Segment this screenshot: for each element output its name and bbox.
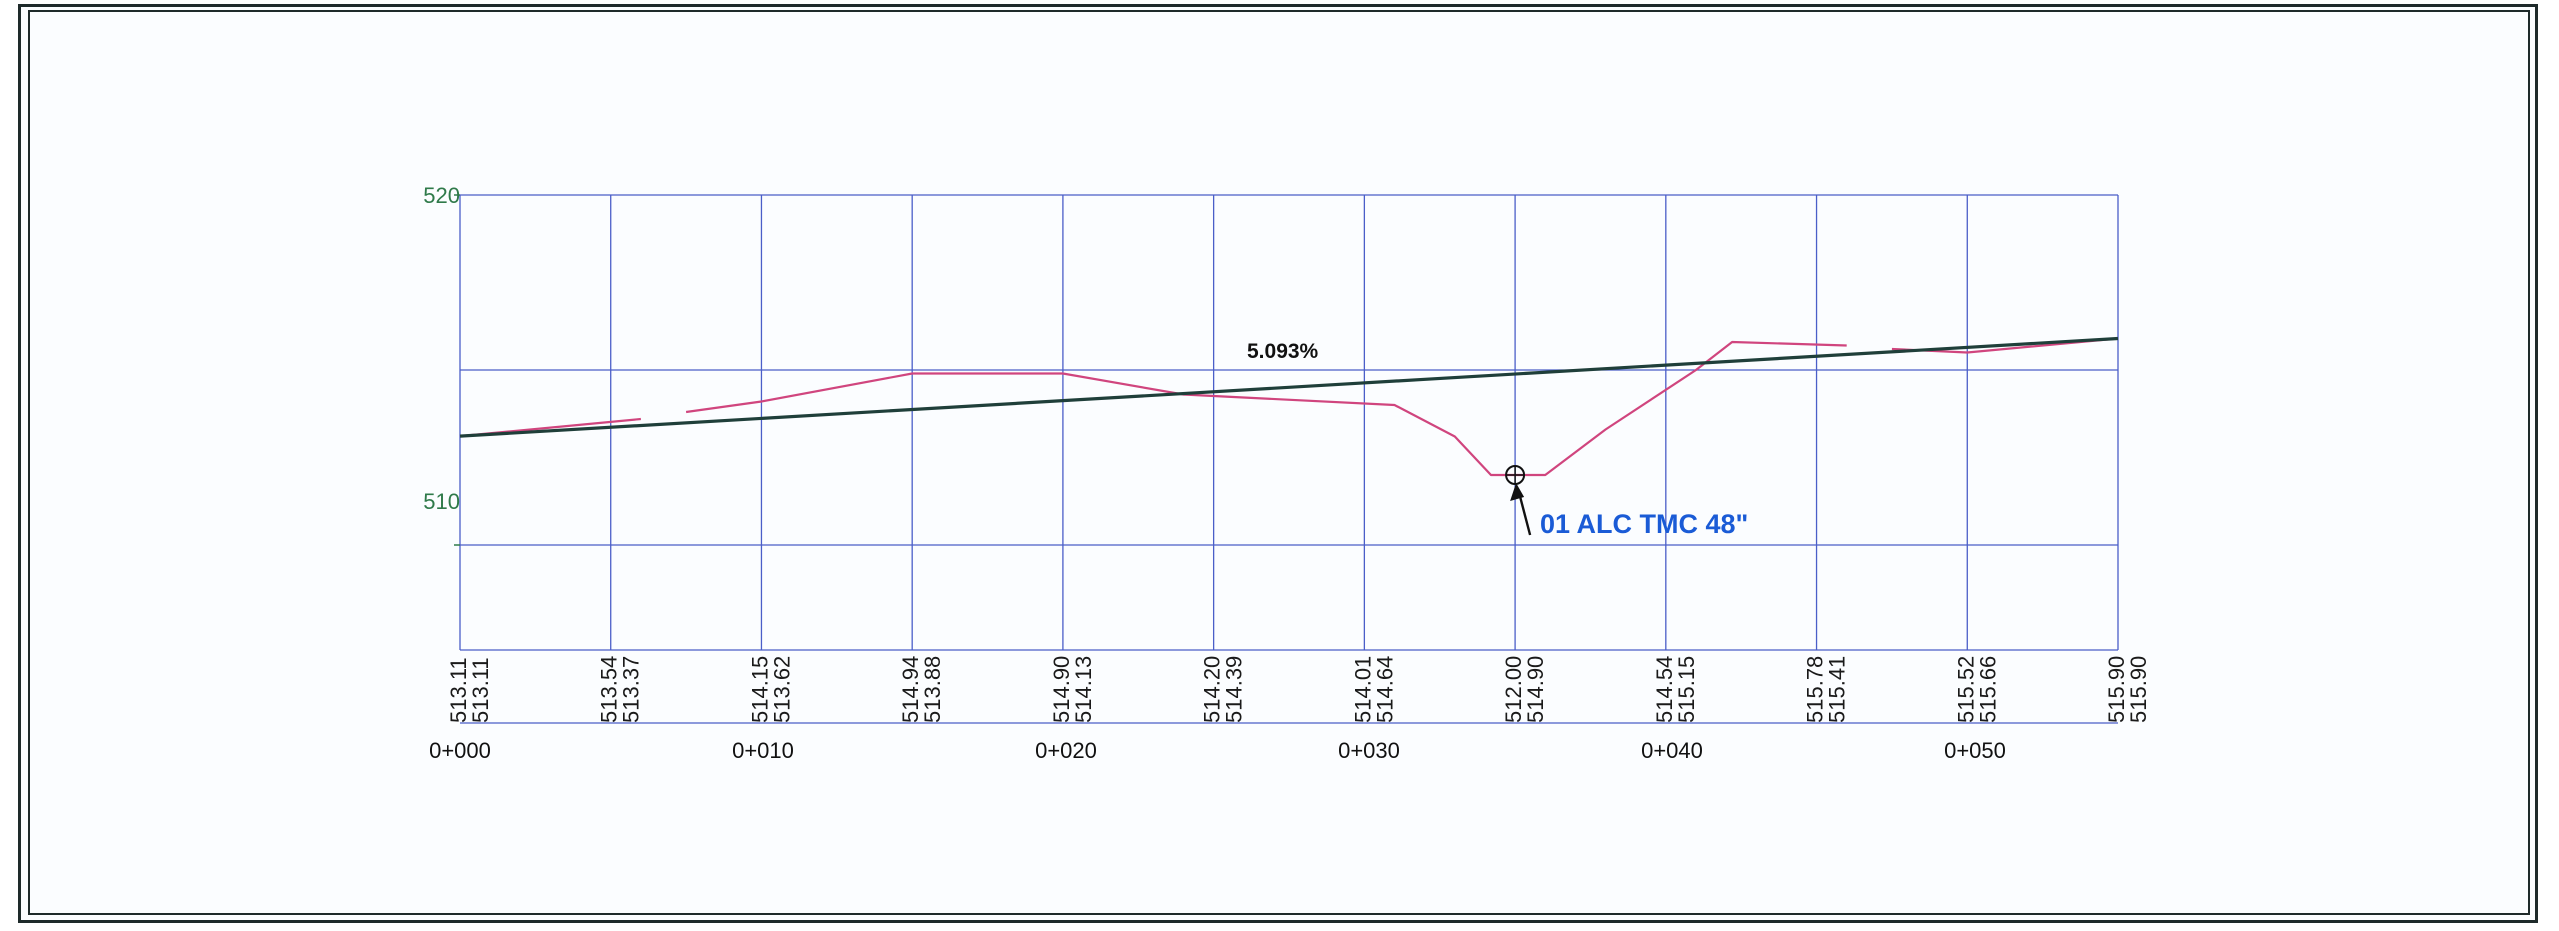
grid	[454, 194, 2119, 724]
table-cell-50-design: 515.66	[1975, 656, 2000, 723]
table-cell-50-existing: 515.52	[1953, 656, 1978, 723]
drawing-frame-inner	[28, 10, 2530, 915]
table-cell-30-design: 514.64	[1372, 656, 1397, 723]
table-cell-20-design: 514.13	[1071, 656, 1096, 723]
table-cell-35-existing: 512.00	[1501, 656, 1526, 723]
table-cell-25-design: 514.39	[1222, 656, 1247, 723]
table-cell-5-existing: 513.54	[597, 656, 622, 723]
station-label-10: 0+010	[732, 738, 794, 763]
profile-lines	[459, 336, 2119, 536]
table-cell-55-existing: 515.90	[2104, 656, 2129, 723]
table-cell-0-existing: 513.11	[446, 657, 471, 723]
profile-labels: 520 510 5.093% 01 ALC TMC 48" 0+000 0+01…	[423, 183, 2006, 763]
design-grade-line	[459, 336, 2119, 438]
elevation-label-520: 520	[423, 183, 460, 208]
table-cell-45-design: 515.41	[1825, 656, 1850, 723]
table-cell-15-existing: 514.94	[898, 656, 923, 723]
station-label-50: 0+050	[1944, 738, 2006, 763]
station-label-40: 0+040	[1641, 738, 1703, 763]
station-label-20: 0+020	[1035, 738, 1097, 763]
structure-label: 01 ALC TMC 48"	[1540, 509, 1748, 539]
table-cell-35-design: 514.90	[1523, 656, 1548, 723]
table-cell-40-design: 515.15	[1674, 656, 1699, 723]
structure-leader-arrowhead	[1510, 483, 1525, 501]
table-cell-40-existing: 514.54	[1652, 656, 1677, 723]
table-cell-45-existing: 515.78	[1803, 656, 1828, 723]
station-label-30: 0+030	[1338, 738, 1400, 763]
table-cell-15-design: 513.88	[920, 656, 945, 723]
table-cell-0-design: 513.11	[468, 657, 493, 723]
station-label-0: 0+000	[429, 738, 491, 763]
table-cell-10-existing: 514.15	[747, 656, 772, 723]
elevation-label-510: 510	[423, 489, 460, 514]
table-cell-25-existing: 514.20	[1200, 656, 1225, 723]
table-cell-10-design: 513.62	[769, 656, 794, 723]
table-cell-30-existing: 514.01	[1350, 656, 1375, 723]
table-cell-5-design: 513.37	[619, 656, 644, 723]
existing-ground-segment-1	[685, 340, 1847, 477]
station-labels: 0+000 0+010 0+020 0+030 0+040 0+050	[429, 738, 2006, 763]
table-cell-20-existing: 514.90	[1049, 656, 1074, 723]
grade-label: 5.093%	[1247, 340, 1319, 363]
table-cell-55-design: 515.90	[2126, 656, 2151, 723]
